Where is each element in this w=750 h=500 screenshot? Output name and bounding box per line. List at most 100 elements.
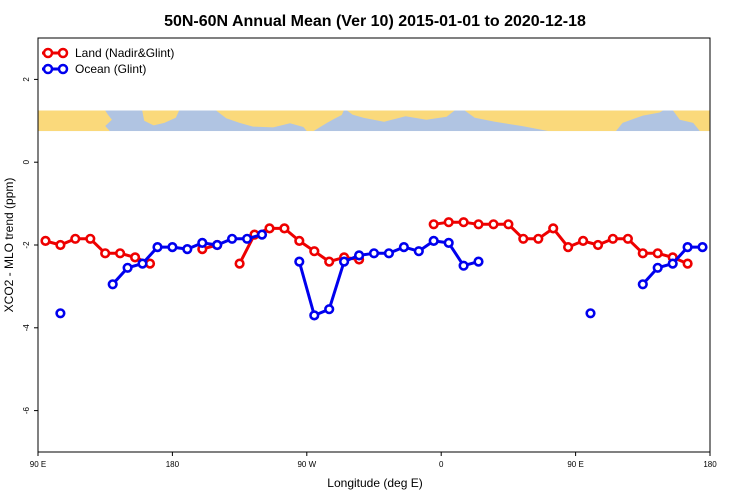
point-ocean-27 — [652, 262, 663, 273]
point-ocean-17 — [368, 248, 380, 259]
legend-swatch-marker-ocean-2 — [57, 63, 69, 75]
plot-frame — [37, 37, 711, 453]
point-land-22 — [473, 219, 484, 230]
point-land-3 — [85, 233, 96, 244]
y-tick-label-1: 0 — [22, 159, 31, 164]
x-tick-label-0: 90 E — [30, 460, 46, 469]
point-land-5 — [114, 248, 126, 259]
point-ocean-5 — [167, 242, 178, 253]
point-ocean-9 — [227, 233, 238, 244]
point-land-23 — [488, 219, 499, 230]
legend-item-land: Land (Nadir&Glint) — [42, 46, 174, 60]
point-land-34 — [652, 248, 663, 259]
point-land-29 — [577, 235, 589, 246]
point-ocean-22 — [443, 237, 454, 248]
point-land-10 — [234, 258, 245, 269]
point-land-15 — [309, 246, 320, 257]
y-axis-label: XCO2 - MLO trend (ppm) — [2, 178, 16, 313]
point-ocean-11 — [256, 229, 268, 240]
point-land-32 — [622, 233, 634, 244]
y-tick-label-4: -6 — [22, 406, 31, 414]
point-ocean-19 — [398, 242, 410, 253]
point-land-36 — [682, 258, 693, 269]
series-land-line-3 — [433, 220, 689, 265]
x-tick-label-3: 0 — [439, 460, 444, 469]
point-land-2 — [70, 233, 81, 244]
point-land-0 — [40, 235, 51, 246]
x-axis: 90 E 180 90 W 0 90 E 180 — [30, 452, 717, 469]
point-land-1 — [55, 239, 66, 251]
map-land-region-4 — [464, 110, 663, 132]
map-land-region-0 — [38, 110, 112, 132]
point-ocean-1 — [107, 279, 118, 290]
legend-label-ocean: Ocean (Glint) — [75, 62, 146, 76]
point-ocean-2 — [122, 262, 133, 273]
point-ocean-20 — [413, 246, 424, 257]
point-land-21 — [458, 217, 469, 228]
point-ocean-15 — [339, 256, 350, 267]
legend: Land (Nadir&Glint) Ocean (Glint) — [42, 46, 174, 76]
point-ocean-4 — [152, 242, 163, 253]
point-ocean-26 — [637, 279, 648, 290]
world-map-band — [38, 110, 710, 132]
point-land-31 — [607, 233, 619, 244]
point-ocean-23 — [458, 260, 469, 271]
map-land-region-5 — [673, 110, 710, 132]
point-land-6 — [130, 252, 141, 263]
plot-layer — [40, 217, 708, 321]
point-land-30 — [592, 239, 604, 251]
point-ocean-0 — [55, 308, 66, 319]
x-axis-label: Longitude (deg E) — [327, 476, 422, 490]
legend-item-ocean: Ocean (Glint) — [42, 62, 146, 76]
point-ocean-21 — [428, 235, 439, 246]
point-land-27 — [548, 223, 559, 234]
series-ocean — [55, 229, 708, 321]
point-land-26 — [533, 233, 544, 244]
y-tick-label-2: -2 — [22, 241, 31, 249]
x-tick-label-5: 180 — [703, 460, 717, 469]
point-land-13 — [279, 223, 290, 234]
y-axis: 2 0 -2 -4 -6 — [22, 77, 38, 414]
legend-swatch-marker-land-2 — [57, 47, 69, 59]
map-land-region-1 — [142, 110, 180, 126]
y-tick-label-0: 2 — [22, 77, 31, 82]
point-land-12 — [264, 223, 275, 234]
map-band-land — [38, 110, 710, 132]
chart-title: 50N-60N Annual Mean (Ver 10) 2015-01-01 … — [164, 13, 586, 30]
point-land-28 — [562, 242, 574, 253]
point-ocean-6 — [182, 244, 193, 255]
map-land-region-2 — [216, 110, 344, 132]
point-land-25 — [518, 233, 529, 244]
point-land-24 — [503, 219, 514, 230]
point-ocean-28 — [667, 258, 678, 269]
point-ocean-8 — [212, 239, 223, 251]
point-ocean-29 — [682, 242, 693, 253]
point-ocean-12 — [294, 256, 305, 267]
legend-label-land: Land (Nadir&Glint) — [75, 46, 174, 60]
point-ocean-14 — [324, 304, 335, 315]
point-ocean-10 — [242, 233, 253, 244]
point-ocean-7 — [197, 237, 208, 248]
point-ocean-18 — [383, 248, 395, 259]
x-tick-label-2: 90 W — [297, 460, 316, 469]
map-land-region-3 — [347, 110, 455, 122]
x-tick-label-4: 90 E — [567, 460, 583, 469]
point-land-14 — [294, 235, 305, 246]
point-land-20 — [443, 217, 454, 228]
point-land-33 — [637, 248, 648, 259]
point-ocean-13 — [309, 310, 320, 321]
point-land-19 — [428, 219, 439, 230]
point-ocean-30 — [697, 242, 708, 253]
legend-swatch-marker-land — [42, 47, 54, 59]
x-tick-label-1: 180 — [166, 460, 180, 469]
point-ocean-24 — [473, 256, 484, 267]
point-land-16 — [324, 256, 335, 267]
y-tick-label-3: -4 — [22, 324, 31, 332]
point-land-4 — [100, 248, 111, 259]
point-ocean-25 — [585, 308, 596, 319]
legend-swatch-marker-ocean — [42, 63, 54, 75]
point-ocean-3 — [137, 258, 148, 269]
point-ocean-16 — [354, 250, 365, 261]
